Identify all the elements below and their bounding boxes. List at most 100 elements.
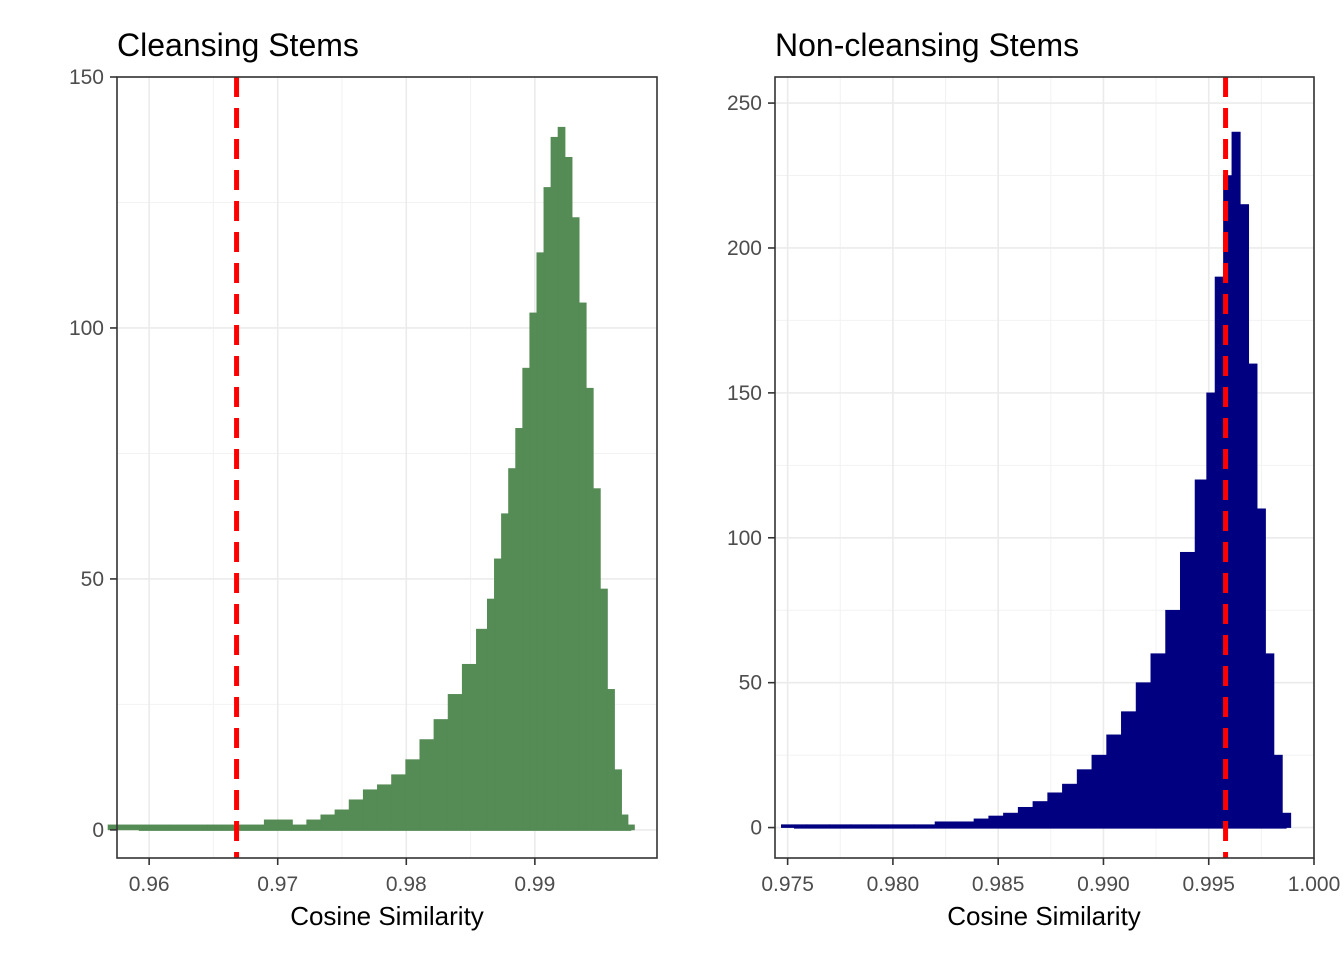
histogram-bar — [334, 809, 350, 831]
x-tick-label: 0.98 — [386, 873, 427, 896]
histogram-bar — [934, 821, 957, 828]
histogram-bar — [207, 824, 223, 831]
histogram-bar — [522, 367, 531, 831]
plot-border — [116, 76, 658, 859]
axis-ticks: 0.975 0.980 0.985 0.990 0.995 1.000 0 50 100 150 2… — [727, 92, 1340, 896]
y-tick-label: 50 — [81, 568, 104, 591]
histogram-bar — [1256, 508, 1266, 828]
histogram-bar — [621, 814, 629, 831]
histogram-bar — [405, 759, 421, 831]
histogram-bar — [486, 598, 495, 831]
x-tick-label: 0.980 — [867, 873, 920, 896]
histogram-bar — [494, 558, 502, 831]
chart-title: Cleansing Stems — [117, 27, 359, 63]
histogram-bar — [1106, 734, 1122, 828]
histogram-bar — [550, 136, 559, 831]
x-tick-label: 0.995 — [1182, 873, 1235, 896]
histogram-bar — [955, 821, 975, 828]
histogram-bar — [871, 824, 894, 828]
histogram-bar — [1121, 711, 1137, 828]
histogram-bar — [1231, 131, 1241, 828]
histogram-bar — [515, 428, 523, 831]
histogram-bar — [557, 126, 566, 831]
histogram-bar — [829, 824, 852, 828]
y-tick-label: 100 — [727, 527, 762, 550]
x-tick-label: 0.985 — [972, 873, 1025, 896]
histogram-bar — [1194, 479, 1207, 828]
panel-cleansing-stems: Cleansing Stems 0.96 0.97 0.98 0.99 0 50 100 15… — [69, 27, 658, 931]
histogram-bar — [1076, 769, 1093, 828]
histogram-bar — [585, 387, 594, 831]
histogram-bar — [320, 814, 336, 831]
histogram-bar — [593, 488, 601, 831]
histogram-bar — [169, 824, 208, 831]
histogram-bar — [892, 824, 915, 828]
histogram-bar — [1062, 783, 1078, 828]
histogram-bar — [543, 187, 552, 831]
histogram-bar — [571, 217, 580, 831]
y-tick-label: 150 — [69, 66, 104, 89]
histogram-bar — [988, 815, 1004, 828]
histogram-bar — [447, 694, 463, 831]
histogram-bar — [348, 799, 364, 831]
histogram-bar — [476, 628, 488, 831]
histogram-bar — [1282, 812, 1292, 828]
histogram-bar — [1017, 806, 1034, 828]
y-tick-label: 0 — [750, 817, 762, 840]
histogram-bar — [627, 824, 635, 831]
histogram-bar — [1240, 204, 1250, 828]
x-tick-label: 0.96 — [129, 873, 170, 896]
y-tick-label: 0 — [92, 819, 104, 842]
histogram-bar — [536, 252, 545, 831]
histogram-bar — [913, 824, 936, 828]
y-tick-label: 150 — [727, 382, 762, 405]
histogram-bar — [362, 789, 378, 831]
histogram-bar — [306, 819, 322, 831]
histogram-bar — [433, 719, 449, 831]
histogram-bar — [419, 739, 435, 831]
y-tick-label: 100 — [69, 317, 104, 340]
histogram-bar — [607, 689, 615, 831]
histogram-bar — [850, 824, 873, 828]
histogram-bar — [564, 157, 573, 831]
histogram-bar — [461, 663, 477, 831]
chart-title: Non-cleansing Stems — [775, 27, 1079, 63]
histogram-bar — [1265, 653, 1275, 828]
x-tick-label: 0.97 — [257, 873, 298, 896]
histogram-bar — [221, 824, 237, 831]
panel-non-cleansing-stems: Non-cleansing Stems 0.975 0.980 0.985 0.990… — [727, 27, 1340, 931]
histogram-bars — [107, 126, 635, 831]
histogram-bar — [600, 588, 608, 831]
histogram-bar — [1150, 653, 1166, 828]
histogram-bar — [614, 769, 622, 831]
histogram-bar — [781, 824, 807, 828]
histogram-bar — [501, 513, 509, 831]
histogram-bar — [1248, 363, 1258, 828]
x-tick-label: 0.975 — [761, 873, 814, 896]
x-axis-title: Cosine Similarity — [947, 901, 1141, 931]
histogram-bar — [1165, 609, 1181, 828]
histogram-bar — [1180, 551, 1196, 828]
histogram-bar — [973, 818, 990, 828]
x-tick-label: 0.99 — [514, 873, 555, 896]
histogram-bar — [391, 774, 406, 831]
histogram-bar — [1214, 276, 1224, 828]
histogram-bar — [1135, 682, 1152, 828]
histogram-bar — [529, 312, 538, 831]
x-tick-label: 0.990 — [1077, 873, 1130, 896]
histogram-bar — [377, 784, 392, 831]
histogram-bar — [578, 302, 587, 831]
plot-border — [774, 76, 1315, 859]
histogram-bar — [278, 819, 293, 831]
histogram-bar — [292, 824, 307, 831]
x-tick-label: 1.000 — [1288, 873, 1341, 896]
histogram-bar — [1273, 754, 1283, 828]
histogram-bar — [1003, 812, 1019, 828]
histogram-bar — [263, 819, 279, 831]
histogram-bar — [1206, 392, 1216, 828]
histogram-bar — [508, 468, 516, 831]
y-tick-label: 50 — [739, 672, 762, 695]
histogram-bar — [1091, 754, 1107, 828]
x-axis-title: Cosine Similarity — [290, 901, 484, 931]
